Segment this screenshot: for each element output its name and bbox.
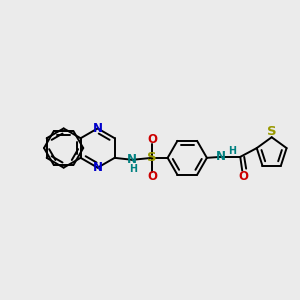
Text: S: S <box>267 125 277 138</box>
Text: H: H <box>129 164 137 174</box>
Text: O: O <box>147 133 157 146</box>
Text: N: N <box>93 122 103 135</box>
Text: H: H <box>229 146 236 156</box>
Text: O: O <box>238 170 248 183</box>
Text: S: S <box>147 152 157 164</box>
Text: N: N <box>127 153 137 166</box>
Text: O: O <box>147 170 157 183</box>
Text: N: N <box>93 161 103 174</box>
Text: N: N <box>216 150 226 164</box>
